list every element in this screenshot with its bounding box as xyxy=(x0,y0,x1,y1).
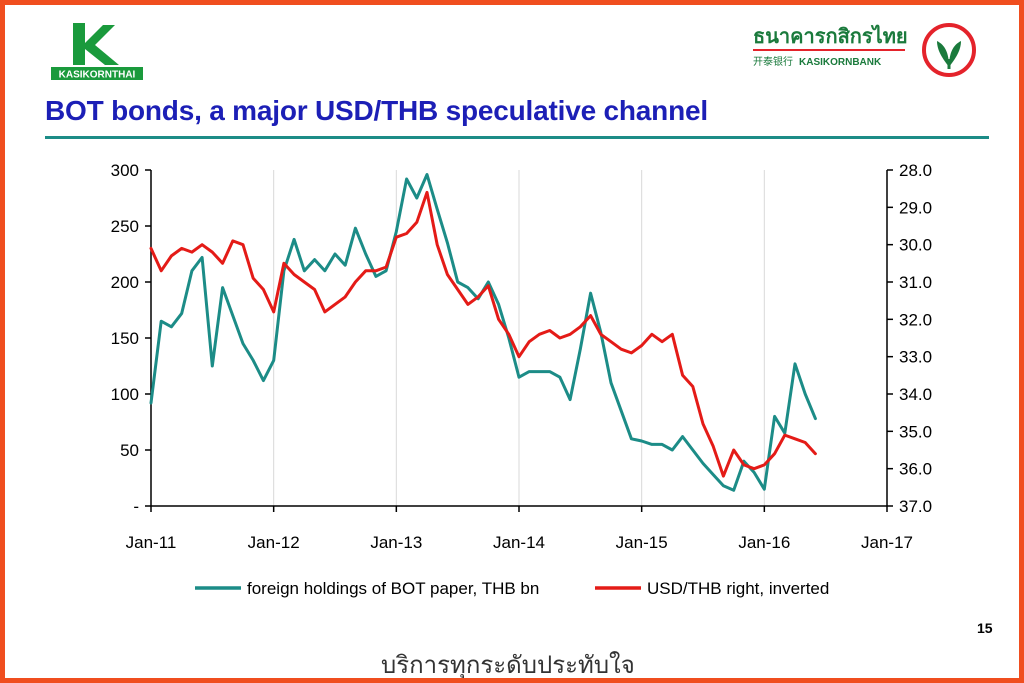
x-tick-label: Jan-13 xyxy=(370,533,422,552)
y-left-tick-label: 50 xyxy=(120,441,139,460)
kbank-chinese-name: 开泰银行 xyxy=(753,55,793,68)
legend-label-usdthb: USD/THB right, inverted xyxy=(647,579,829,598)
series-line-usdthb xyxy=(149,190,817,478)
y-right-tick-label: 36.0 xyxy=(899,460,932,479)
kasikornthai-logo-text: KASIKORNTHAI xyxy=(59,70,136,81)
x-tick-label: Jan-12 xyxy=(248,533,300,552)
x-tick-label: Jan-16 xyxy=(738,533,790,552)
x-tick-label: Jan-14 xyxy=(493,533,545,552)
footer-tagline: บริการทุกระดับประทับใจ xyxy=(381,652,635,679)
y-right-tick-label: 29.0 xyxy=(899,198,932,217)
kbank-underline xyxy=(753,49,905,51)
slide-title: BOT bonds, a major USD/THB speculative c… xyxy=(45,95,708,126)
kasikornbank-logo: ธนาคารกสิกรไทย 开泰银行 KASIKORNBANK xyxy=(753,23,976,77)
y-right-tick-label: 37.0 xyxy=(899,497,932,516)
y-left-tick-label: 300 xyxy=(111,161,139,180)
x-tick-label: Jan-15 xyxy=(616,533,668,552)
legend-label-foreign-holdings: foreign holdings of BOT paper, THB bn xyxy=(247,579,539,598)
y-left-tick-label: 200 xyxy=(111,273,139,292)
kbank-thai-name: ธนาคารกสิกรไทย xyxy=(753,24,908,48)
y-right-tick-label: 34.0 xyxy=(899,385,932,404)
y-left-tick-label: 100 xyxy=(111,385,139,404)
y-left-tick-label: 250 xyxy=(111,217,139,236)
kasikornthai-logo: KASIKORNTHAI xyxy=(51,23,143,81)
kbank-leaf-icon xyxy=(922,23,976,77)
y-left-tick-label: 150 xyxy=(111,329,139,348)
y-right-tick-label: 33.0 xyxy=(899,348,932,367)
title-rule xyxy=(45,136,989,139)
kasikornthai-k-mark xyxy=(73,23,119,65)
y-right-tick-label: 31.0 xyxy=(899,273,932,292)
x-tick-label: Jan-17 xyxy=(861,533,913,552)
page-number: 15 xyxy=(977,620,993,636)
kasikornthai-band xyxy=(51,67,143,80)
kbank-english-name: KASIKORNBANK xyxy=(799,57,882,68)
y-right-tick-label: 32.0 xyxy=(899,310,932,329)
y-right-tick-label: 28.0 xyxy=(899,161,932,180)
series-line-foreign-holdings xyxy=(149,173,817,492)
y-left-tick-label: - xyxy=(133,497,139,516)
y-right-tick-label: 30.0 xyxy=(899,236,932,255)
x-tick-label: Jan-11 xyxy=(126,533,177,552)
y-right-tick-label: 35.0 xyxy=(899,422,932,441)
bond-fx-chart: - 50 100 150 200 250 300 28.0 29.0 30.0 31.0 32.0 33… xyxy=(111,161,932,598)
